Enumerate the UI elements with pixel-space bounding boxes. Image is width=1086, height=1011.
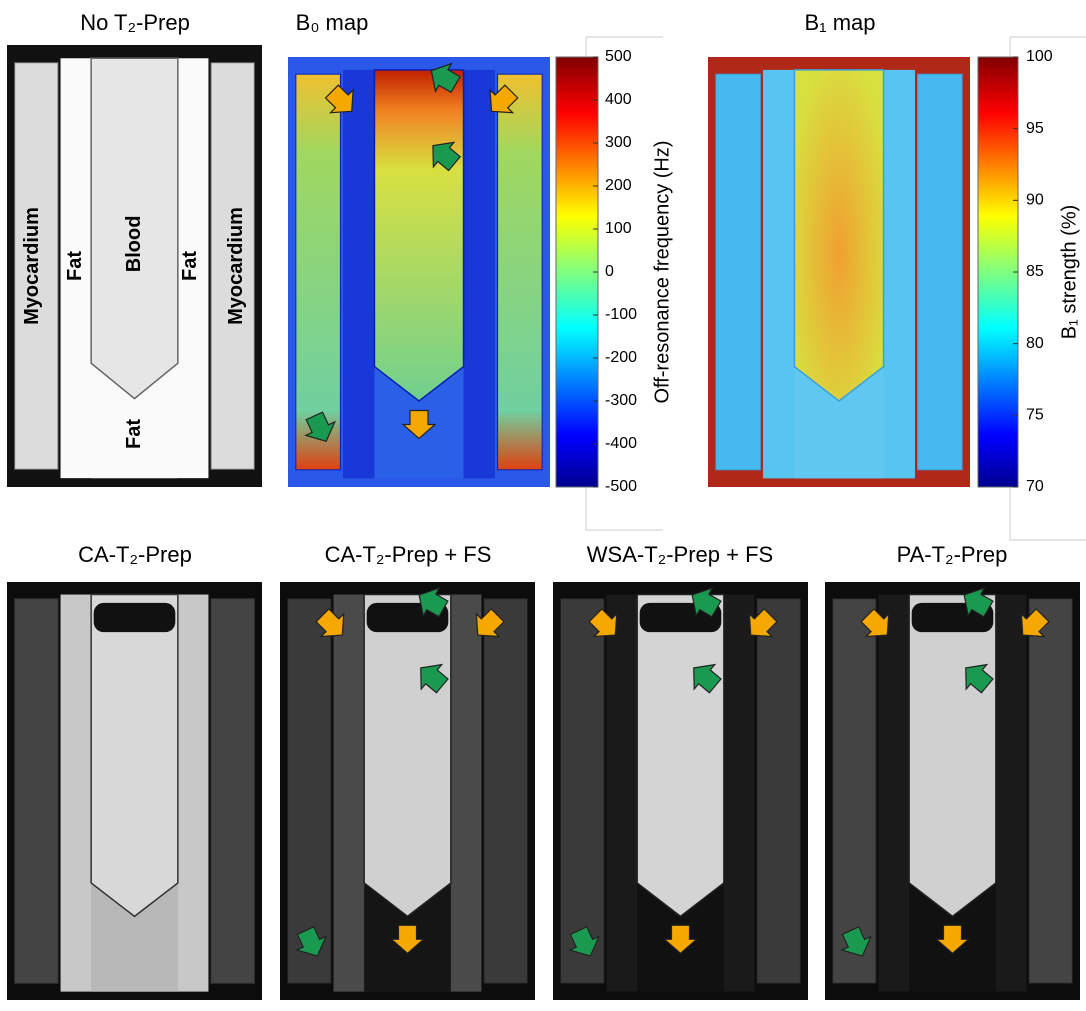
colorbar-scale: [556, 57, 598, 487]
air-bubble: [94, 603, 176, 632]
panel: B₀ map: [288, 10, 550, 487]
panel-title: B₀ map: [296, 10, 369, 35]
tick-label: 200: [605, 177, 632, 194]
figure: No T₂-Prep Myocardium Fat Blood Fat Myocardiu…: [0, 0, 1086, 1006]
tick-label: 70: [1026, 478, 1044, 495]
tick-label: 500: [605, 48, 632, 65]
colorbar: 500 400 300 200 100 0 -100 -200 -300 -400 -500 Off-…: [556, 48, 673, 495]
blood-tube: [637, 595, 724, 917]
tube-right: [1029, 599, 1072, 984]
tube-right: [918, 74, 963, 470]
tube-right: [211, 599, 254, 984]
blood-tube: [794, 70, 883, 401]
panel: No T₂-Prep Myocardium Fat Blood Fat Myocardiu…: [7, 10, 262, 487]
panel-title: WSA-T₂-Prep + FS: [587, 542, 773, 567]
tick-label: -500: [605, 478, 637, 495]
colorbar-label: Off-resonance frequency (Hz): [651, 140, 673, 403]
panel-title: CA-T₂-Prep: [78, 542, 192, 567]
panel: CA-T₂-Prep + FS: [280, 542, 535, 1000]
panel-title: CA-T₂-Prep + FS: [325, 542, 492, 567]
tube-right: [757, 599, 800, 984]
tick-label: 300: [605, 134, 632, 151]
tick-label: 400: [605, 91, 632, 108]
colorbar-scale: [978, 57, 1018, 487]
tick-label: -400: [605, 435, 637, 452]
region-label: Myocardium: [225, 207, 247, 325]
panel: PA-T₂-Prep: [825, 542, 1080, 1000]
blood-tube: [91, 595, 178, 917]
tick-label: 100: [1026, 48, 1053, 65]
tube-left: [15, 599, 58, 984]
tick-label: -300: [605, 392, 637, 409]
panel-title: PA-T₂-Prep: [897, 542, 1008, 567]
region-label: Fat: [123, 419, 145, 449]
tick-label: 90: [1026, 192, 1044, 209]
tube-left: [296, 74, 341, 470]
tube-right: [498, 74, 543, 470]
panel-title: No T₂-Prep: [80, 10, 190, 35]
tube-right: [484, 599, 527, 984]
tick-label: 75: [1026, 407, 1044, 424]
colorbar-label: B₁ strength (%): [1058, 205, 1080, 340]
tick-label: 80: [1026, 335, 1044, 352]
panel-title: B₁ map: [804, 10, 875, 35]
region-label: Blood: [123, 216, 145, 273]
tube-left: [833, 599, 876, 984]
tube-left: [561, 599, 604, 984]
region-label: Myocardium: [21, 207, 43, 325]
colorbar: 100 95 90 85 80 75 70 B₁ strength (%): [978, 48, 1080, 495]
blood-tube: [909, 595, 996, 917]
panel: WSA-T₂-Prep + FS: [553, 542, 808, 1000]
region-label: Fat: [64, 251, 86, 281]
tick-label: 0: [605, 263, 614, 280]
tick-label: 85: [1026, 263, 1044, 280]
tube-left: [716, 74, 761, 470]
region-label: Fat: [179, 251, 201, 281]
panel: CA-T₂-Prep: [7, 542, 262, 1000]
blood-tube: [364, 595, 451, 917]
blood-tube: [374, 70, 463, 401]
tick-label: 100: [605, 220, 632, 237]
tube-left: [288, 599, 331, 984]
panel: B₁ map: [708, 10, 970, 487]
tick-label: -200: [605, 349, 637, 366]
tick-label: -100: [605, 306, 637, 323]
tick-label: 95: [1026, 120, 1044, 137]
